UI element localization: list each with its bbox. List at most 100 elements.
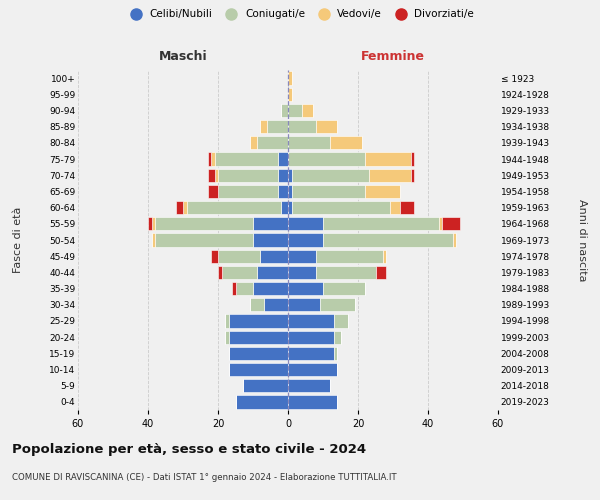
Bar xyxy=(442,217,460,230)
Bar xyxy=(250,298,263,312)
Bar xyxy=(218,168,277,182)
Bar xyxy=(288,72,292,85)
Bar xyxy=(277,185,288,198)
Bar xyxy=(334,346,337,360)
Bar xyxy=(288,185,292,198)
Bar xyxy=(334,314,347,328)
Bar xyxy=(320,298,355,312)
Bar xyxy=(211,152,215,166)
Bar xyxy=(292,185,365,198)
Bar xyxy=(288,104,302,117)
Bar xyxy=(383,250,386,263)
Bar xyxy=(232,282,235,295)
Bar xyxy=(288,266,316,279)
Bar xyxy=(277,168,288,182)
Bar xyxy=(208,185,218,198)
Bar xyxy=(215,168,218,182)
Bar xyxy=(288,396,337,408)
Bar xyxy=(229,330,288,344)
Bar xyxy=(211,250,218,263)
Bar xyxy=(229,314,288,328)
Bar xyxy=(225,314,229,328)
Text: Popolazione per età, sesso e stato civile - 2024: Popolazione per età, sesso e stato civil… xyxy=(12,442,366,456)
Bar xyxy=(288,201,292,214)
Bar xyxy=(151,217,155,230)
Bar xyxy=(235,396,288,408)
Bar xyxy=(218,266,221,279)
Bar xyxy=(288,346,334,360)
Bar xyxy=(288,136,330,149)
Bar xyxy=(389,201,400,214)
Bar xyxy=(257,266,288,279)
Bar xyxy=(208,168,215,182)
Text: Fasce di età: Fasce di età xyxy=(13,207,23,273)
Bar xyxy=(277,152,288,166)
Bar xyxy=(155,234,253,246)
Bar xyxy=(187,201,281,214)
Bar xyxy=(250,136,257,149)
Bar xyxy=(155,217,253,230)
Bar xyxy=(302,104,313,117)
Bar xyxy=(242,379,288,392)
Text: COMUNE DI RAVISCANINA (CE) - Dati ISTAT 1° gennaio 2024 - Elaborazione TUTTITALI: COMUNE DI RAVISCANINA (CE) - Dati ISTAT … xyxy=(12,472,397,482)
Legend: Celibi/Nubili, Coniugati/e, Vedovi/e, Divorziati/e: Celibi/Nubili, Coniugati/e, Vedovi/e, Di… xyxy=(122,5,478,24)
Bar xyxy=(288,168,292,182)
Bar xyxy=(288,234,323,246)
Bar xyxy=(267,120,288,134)
Bar xyxy=(292,168,368,182)
Text: Anni di nascita: Anni di nascita xyxy=(577,198,587,281)
Bar xyxy=(288,298,320,312)
Bar xyxy=(316,250,383,263)
Bar xyxy=(221,266,257,279)
Bar xyxy=(316,266,376,279)
Bar xyxy=(288,120,316,134)
Bar xyxy=(253,282,288,295)
Bar xyxy=(151,234,155,246)
Bar xyxy=(281,104,288,117)
Bar xyxy=(323,234,452,246)
Text: Maschi: Maschi xyxy=(158,50,208,62)
Bar xyxy=(253,234,288,246)
Bar xyxy=(400,201,414,214)
Text: Femmine: Femmine xyxy=(361,50,425,62)
Bar xyxy=(288,314,334,328)
Bar xyxy=(260,120,267,134)
Bar xyxy=(288,330,334,344)
Bar xyxy=(292,201,389,214)
Bar xyxy=(288,363,337,376)
Bar xyxy=(208,152,211,166)
Bar xyxy=(368,168,410,182)
Bar xyxy=(225,330,229,344)
Bar xyxy=(365,152,410,166)
Bar xyxy=(439,217,442,230)
Bar xyxy=(365,185,400,198)
Bar xyxy=(323,217,439,230)
Bar xyxy=(288,152,365,166)
Bar xyxy=(229,363,288,376)
Bar xyxy=(376,266,386,279)
Bar xyxy=(281,201,288,214)
Bar xyxy=(257,136,288,149)
Bar xyxy=(253,217,288,230)
Bar xyxy=(288,217,323,230)
Bar xyxy=(410,168,414,182)
Bar xyxy=(334,330,341,344)
Bar xyxy=(148,217,151,230)
Bar xyxy=(235,282,253,295)
Bar xyxy=(176,201,183,214)
Bar xyxy=(215,152,277,166)
Bar xyxy=(316,120,337,134)
Bar xyxy=(218,185,277,198)
Bar xyxy=(288,250,316,263)
Bar xyxy=(288,379,330,392)
Bar xyxy=(323,282,365,295)
Bar xyxy=(288,282,323,295)
Bar xyxy=(288,88,292,101)
Bar xyxy=(229,346,288,360)
Bar xyxy=(452,234,456,246)
Bar xyxy=(218,250,260,263)
Bar xyxy=(330,136,361,149)
Bar xyxy=(263,298,288,312)
Bar xyxy=(410,152,414,166)
Bar xyxy=(183,201,187,214)
